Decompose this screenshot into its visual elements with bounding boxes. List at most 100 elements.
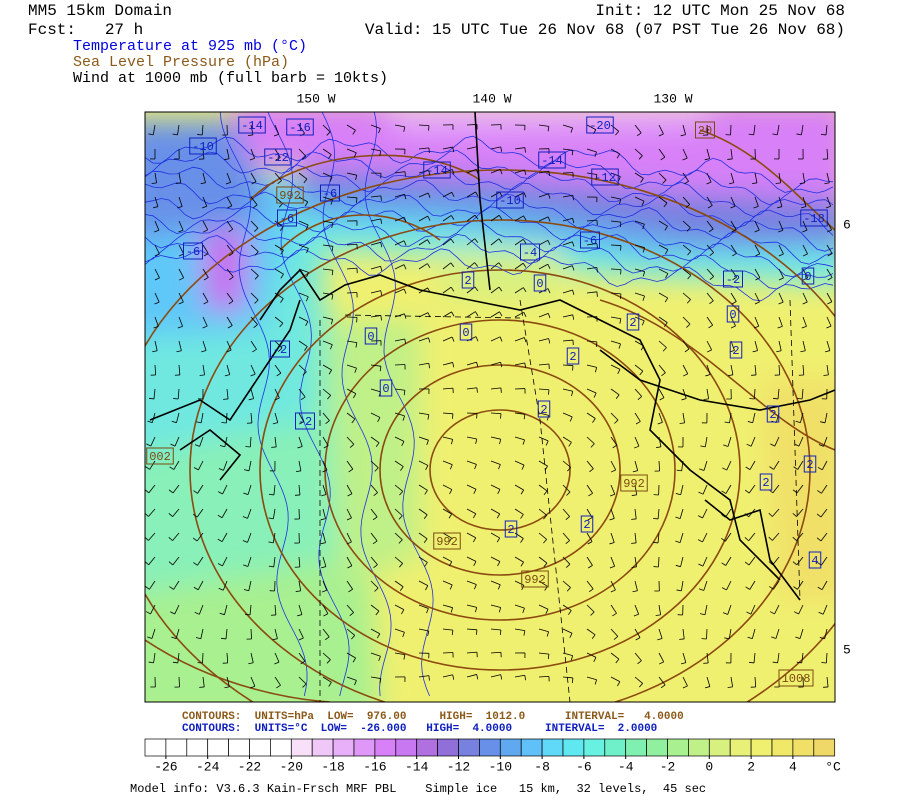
barb-flag (640, 178, 644, 183)
barb-shaft (370, 195, 381, 198)
wind-barb (320, 508, 326, 521)
wind-barb (269, 460, 276, 472)
barb-flag (571, 391, 574, 397)
wind-barb (657, 628, 663, 641)
barb-flag (253, 324, 258, 329)
wind-barb (654, 460, 661, 472)
temperature-label: -16 (286, 118, 314, 136)
wind-barb (792, 508, 804, 517)
barb-shaft (610, 220, 621, 223)
wind-barb (219, 604, 228, 616)
barb-flag (268, 493, 274, 496)
barb-shaft (346, 460, 354, 470)
barb-flag (227, 205, 233, 209)
wind-barb (816, 508, 828, 518)
wind-barb (798, 364, 805, 376)
barb-flag (794, 443, 800, 447)
barb-flag (298, 637, 304, 641)
barb-flag (816, 537, 822, 542)
barb-shaft (154, 292, 160, 303)
barb-shaft (704, 604, 708, 615)
wind-barb (370, 195, 382, 201)
barb-shaft (730, 196, 736, 207)
wind-barb (226, 268, 234, 281)
barb-flag (324, 636, 330, 641)
barb-shaft (538, 338, 549, 342)
barb-flag (427, 287, 431, 293)
wind-barb (250, 292, 259, 304)
wind-barb (768, 532, 780, 541)
temperature-contour (145, 233, 834, 290)
wind-barb (147, 412, 156, 424)
barb-shaft (226, 220, 234, 230)
barb-flag (722, 467, 727, 471)
colorbar-swatch (165, 738, 188, 757)
barb-shaft (322, 484, 327, 495)
wind-barb (819, 628, 828, 640)
wind-barb (634, 316, 645, 326)
wind-barb (538, 239, 551, 246)
barb-flag (451, 336, 455, 342)
barb-shaft (658, 676, 666, 686)
barb-flag (301, 155, 307, 160)
wind-barb (609, 484, 616, 497)
barb-shaft (370, 315, 381, 318)
barb-shaft (490, 580, 501, 586)
temperature-label-text: 0 (729, 308, 736, 322)
barb-flag (708, 324, 713, 329)
barb-flag (796, 133, 802, 136)
barb-flag (520, 514, 524, 519)
barb-shaft (562, 484, 571, 493)
barb-flag (472, 513, 477, 519)
wind-barb (346, 364, 357, 373)
barb-flag (248, 662, 254, 665)
barb-shaft (225, 412, 228, 424)
wind-barb (676, 580, 684, 592)
barb-shaft (322, 604, 329, 614)
barb-shaft (370, 580, 379, 589)
barb-flag (662, 347, 667, 352)
wind-barb (538, 338, 551, 344)
isobar (189, 219, 811, 702)
barb-shaft (820, 508, 828, 518)
barb-flag (523, 630, 526, 636)
wind-barb (514, 287, 527, 294)
wind-barb (248, 388, 255, 401)
barb-shaft (681, 580, 684, 591)
barb-flag (475, 607, 478, 613)
barb-shaft (418, 580, 429, 587)
wind-barb (322, 244, 334, 252)
wind-barb (197, 124, 204, 136)
barb-shaft (249, 436, 252, 448)
wind-barb (675, 556, 684, 568)
barb-shaft (726, 460, 732, 471)
barb-shaft (538, 580, 548, 587)
barb-shaft (773, 460, 780, 470)
isobar (379, 364, 621, 576)
barb-flag (592, 418, 596, 423)
barb-flag (374, 587, 379, 592)
barb-flag (428, 170, 431, 176)
barb-shaft (778, 172, 782, 183)
barb-flag (728, 182, 734, 185)
barb-flag (353, 393, 357, 399)
wind-barb (818, 604, 828, 615)
barb-shaft (250, 268, 259, 276)
wind-barb (146, 436, 156, 447)
barb-flag (153, 326, 159, 329)
barb-flag (615, 394, 620, 400)
barb-flag (228, 252, 234, 257)
temperature-label-text: -2 (273, 343, 287, 357)
barb-shaft (610, 172, 621, 177)
barb-shaft (346, 267, 357, 270)
wind-barb (250, 676, 256, 689)
barb-shaft (748, 532, 756, 542)
isobar (324, 319, 676, 621)
barb-shaft (802, 364, 805, 375)
barb-flag (330, 319, 334, 325)
barb-shaft (418, 604, 429, 609)
wind-barb (744, 556, 756, 566)
barb-flag (612, 612, 617, 617)
barb-shaft (274, 172, 282, 181)
barb-shaft (394, 288, 405, 294)
